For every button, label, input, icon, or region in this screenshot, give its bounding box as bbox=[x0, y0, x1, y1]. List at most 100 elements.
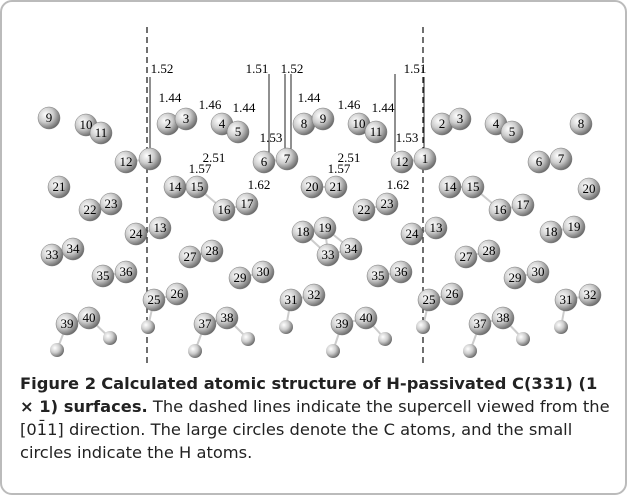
bond-length: 1.46 bbox=[338, 97, 361, 112]
c-atom bbox=[364, 120, 388, 144]
c-atom bbox=[440, 282, 464, 306]
atom-label: 23 bbox=[105, 196, 118, 211]
bond-length: 2.51 bbox=[338, 150, 361, 165]
atom-label: 22 bbox=[84, 202, 97, 217]
atom-label: 34 bbox=[345, 241, 359, 256]
c-atom bbox=[577, 177, 601, 201]
atom-label: 22 bbox=[358, 202, 371, 217]
h-atom bbox=[50, 343, 64, 357]
bond-length: 1.51 bbox=[404, 61, 427, 76]
atom-label: 31 bbox=[285, 292, 298, 307]
atom-label: 17 bbox=[241, 196, 255, 211]
bond-length: 1.44 bbox=[298, 90, 321, 105]
c-atom bbox=[142, 288, 166, 312]
c-atom bbox=[354, 306, 378, 330]
c-atom bbox=[47, 175, 71, 199]
atom-label: 24 bbox=[406, 226, 420, 241]
c-atom bbox=[500, 120, 524, 144]
atom-label: 23 bbox=[381, 196, 394, 211]
h-atom bbox=[463, 344, 477, 358]
c-atom bbox=[488, 198, 512, 222]
c-atom bbox=[503, 266, 527, 290]
c-atom bbox=[527, 150, 551, 174]
c-atom bbox=[578, 283, 602, 307]
atom-label: 1 bbox=[147, 151, 154, 166]
c-atom bbox=[511, 193, 535, 217]
caption-title: Calculated atomic structure of H-passiva… bbox=[20, 374, 598, 416]
atom-label: 27 bbox=[460, 249, 474, 264]
atom-label: 26 bbox=[171, 286, 185, 301]
c-atom bbox=[124, 222, 148, 246]
c-atom bbox=[78, 198, 102, 222]
c-atom bbox=[424, 216, 448, 240]
c-atom bbox=[61, 237, 85, 261]
atom-label: 21 bbox=[330, 179, 343, 194]
atom-label: 32 bbox=[584, 287, 597, 302]
c-atom bbox=[554, 288, 578, 312]
bond-length: 1.62 bbox=[387, 177, 410, 192]
bond-length: 1.44 bbox=[159, 90, 182, 105]
c-atom bbox=[37, 106, 61, 130]
atom-label: 35 bbox=[97, 268, 110, 283]
c-atom bbox=[549, 147, 573, 171]
atom-label: 5 bbox=[235, 124, 242, 139]
atom-label: 27 bbox=[184, 249, 198, 264]
atom-label: 8 bbox=[578, 116, 585, 131]
c-atom bbox=[279, 288, 303, 312]
c-atom bbox=[114, 260, 138, 284]
atom-label: 25 bbox=[148, 292, 161, 307]
h-atom bbox=[279, 320, 293, 334]
c-atom bbox=[352, 198, 376, 222]
caption-text: The dashed lines indicate the supercell … bbox=[20, 397, 610, 462]
atom-label: 12 bbox=[396, 154, 409, 169]
atom-label: 9 bbox=[320, 111, 327, 126]
atom-label: 31 bbox=[560, 292, 573, 307]
atom-label: 24 bbox=[130, 226, 144, 241]
atom-label: 38 bbox=[497, 310, 510, 325]
c-atom bbox=[215, 306, 239, 330]
c-atom bbox=[375, 192, 399, 216]
c-atom bbox=[148, 216, 172, 240]
c-atom bbox=[562, 215, 586, 239]
h-atom bbox=[378, 332, 392, 346]
c-atom bbox=[226, 120, 250, 144]
c-atom bbox=[178, 245, 202, 269]
c-atom bbox=[400, 222, 424, 246]
atom-label: 15 bbox=[191, 179, 204, 194]
c-atom bbox=[448, 107, 472, 131]
atom-label: 20 bbox=[583, 181, 596, 196]
c-atom bbox=[468, 312, 492, 336]
atom-label: 25 bbox=[423, 292, 436, 307]
atom-label: 37 bbox=[474, 316, 488, 331]
bond-length: 1.46 bbox=[199, 97, 222, 112]
atom-label: 1 bbox=[422, 151, 429, 166]
c-atom bbox=[438, 175, 462, 199]
atom-label: 13 bbox=[154, 220, 167, 235]
c-atom bbox=[40, 243, 64, 267]
atom-label: 6 bbox=[536, 154, 543, 169]
c-atom bbox=[539, 220, 563, 244]
atom-label: 26 bbox=[446, 286, 460, 301]
atom-label: 9 bbox=[46, 110, 53, 125]
atom-label: 18 bbox=[297, 224, 310, 239]
c-atom bbox=[251, 260, 275, 284]
atom-label: 16 bbox=[218, 202, 232, 217]
bond-length: 1.44 bbox=[233, 100, 256, 115]
bond-length: 1.51 bbox=[246, 61, 269, 76]
atom-label: 2 bbox=[165, 116, 172, 131]
c-atom bbox=[302, 283, 326, 307]
c-atom bbox=[477, 239, 501, 263]
atom-label: 15 bbox=[467, 179, 480, 194]
c-atom bbox=[454, 245, 478, 269]
atom-label: 7 bbox=[558, 151, 565, 166]
atom-label: 39 bbox=[336, 316, 349, 331]
atom-label: 4 bbox=[493, 116, 500, 131]
c-atom bbox=[313, 216, 337, 240]
c-atom bbox=[138, 147, 162, 171]
caption: Figure 2 Calculated atomic structure of … bbox=[20, 372, 616, 464]
c-atom bbox=[275, 147, 299, 171]
h-atom bbox=[516, 332, 530, 346]
c-atom bbox=[569, 112, 593, 136]
c-atom bbox=[165, 282, 189, 306]
